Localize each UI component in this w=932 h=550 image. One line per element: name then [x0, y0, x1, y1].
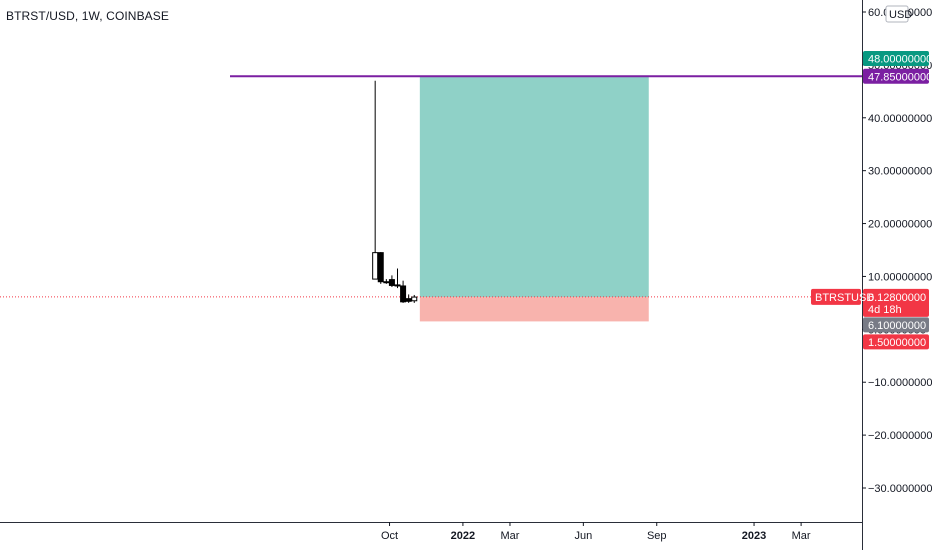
symbol-tag: BTRSTUSD — [815, 292, 874, 304]
candle-body — [411, 296, 418, 302]
stop-price-tag: 1.50000000 — [868, 337, 926, 349]
candles-layer — [372, 80, 418, 303]
y-tick-label: 30.00000000 — [868, 166, 932, 178]
line-price-tag-bg — [863, 68, 929, 84]
x-tick-label: 2023 — [742, 530, 766, 542]
x-tick-label: Mar — [500, 530, 519, 542]
candle-body — [372, 252, 379, 280]
countdown-label: 4d 18h — [868, 304, 902, 316]
last-price-tag: 6.12800000 — [868, 292, 926, 304]
entry-price-tag-bg — [863, 317, 929, 333]
x-tick-label: Jun — [574, 530, 592, 542]
stop-price-tag-bg — [863, 334, 929, 350]
last-price-tag-bg — [863, 288, 929, 317]
stop-zone — [419, 297, 649, 322]
symbol-tag-bg — [811, 288, 861, 305]
target-price-tag-bg — [863, 50, 929, 66]
x-tick-label: Sep — [647, 530, 667, 542]
y-tick-label: 40.00000000 — [868, 113, 932, 125]
candle-body — [388, 279, 395, 286]
currency-label: USD — [889, 9, 912, 21]
candle-body — [394, 284, 401, 287]
candle-body — [383, 281, 390, 284]
currency-badge — [885, 5, 909, 23]
x-tick-label: Mar — [792, 530, 811, 542]
y-tick-label: −10.00000000 — [868, 377, 932, 389]
drawings-layer — [0, 75, 862, 298]
x-tick-label: Oct — [381, 530, 398, 542]
line-price-tag: 47.85000000 — [868, 71, 932, 83]
y-tick-label: 20.00000000 — [868, 219, 932, 231]
symbol-title[interactable]: BTRST/USD, 1W, COINBASE — [6, 9, 169, 23]
y-tick-label: −30.00000000 — [868, 483, 932, 495]
y-tick-label: −20.00000000 — [868, 430, 932, 442]
entry-price-tag: 6.10000000 — [868, 320, 926, 332]
candle-body — [400, 285, 407, 303]
x-tick-label: 2022 — [451, 530, 475, 542]
y-tick-label: 10.00000000 — [868, 271, 932, 283]
candle-body — [405, 298, 412, 302]
position-tool[interactable] — [419, 75, 649, 322]
candle-body — [377, 252, 384, 283]
target-zone — [419, 75, 649, 298]
target-price-tag: 48.00000000 — [868, 53, 932, 65]
